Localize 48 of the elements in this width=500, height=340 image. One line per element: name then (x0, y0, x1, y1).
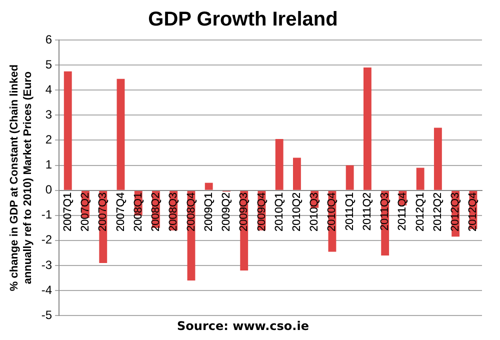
x-tick-label: 2011Q2 (361, 192, 374, 231)
x-tick-label: 2007Q3 (97, 192, 110, 232)
x-tick-label: 2009Q4 (256, 192, 268, 232)
y-tick-label: 2 (45, 132, 52, 147)
y-tick-label: 4 (45, 82, 52, 96)
x-tick-label: 2011Q1 (344, 192, 356, 231)
x-tick-label: 2012Q1 (414, 192, 426, 232)
x-tick-label: 2010Q4 (326, 192, 338, 232)
x-tick-label: 2010Q2 (291, 192, 303, 232)
x-tick-label: 2012Q3 (450, 192, 462, 232)
y-tick-label: -4 (41, 282, 52, 297)
y-tick-label: 6 (45, 32, 52, 46)
y-tick-label: 1 (45, 158, 52, 172)
x-tick-label: 2007Q2 (80, 192, 92, 232)
x-tick-label: 2008Q4 (185, 192, 198, 232)
y-tick-label: 3 (45, 107, 52, 122)
x-tick-label: 2008Q1 (132, 192, 144, 232)
bar (204, 182, 213, 190)
x-tick-label: 2010Q3 (308, 192, 321, 232)
y-tick-label: -5 (41, 308, 52, 322)
y-tick-label: 5 (45, 57, 52, 72)
source-note: Source: www.cso.ie (177, 318, 309, 333)
chart-title: GDP Growth Ireland (148, 8, 338, 31)
bar (363, 68, 372, 190)
x-tick-label: 2011Q4 (396, 192, 409, 231)
x-tick-label: 2012Q2 (432, 192, 444, 232)
bar (64, 71, 72, 190)
x-tick-label: 2010Q1 (273, 192, 286, 232)
bar (416, 168, 424, 190)
x-tick-label: 2009Q2 (220, 192, 233, 232)
y-tick-label: -2 (41, 232, 52, 247)
x-tick-label: 2009Q1 (202, 192, 215, 232)
y-tick-label: -3 (41, 258, 52, 272)
y-axis-title: % change in GDP at Constant (Chain linked annually ref to 2010) Market Prices (Euro (8, 64, 34, 292)
x-tick-label: 2008Q2 (150, 192, 162, 232)
bar (346, 165, 354, 190)
x-tick-label: 2008Q3 (168, 192, 180, 232)
bar (275, 138, 284, 190)
y-tick-label: -1 (41, 208, 52, 222)
bar (434, 128, 442, 190)
x-tick-label: 2012Q4 (467, 192, 480, 232)
x-tick-label: 2007Q1 (62, 192, 74, 232)
bar (116, 78, 125, 190)
y-tick-label: 0 (45, 182, 52, 197)
bar (293, 158, 301, 190)
x-tick-label: 2011Q3 (379, 192, 392, 231)
x-tick-label: 2009Q3 (238, 192, 250, 232)
x-tick-label: 2007Q4 (114, 192, 127, 232)
